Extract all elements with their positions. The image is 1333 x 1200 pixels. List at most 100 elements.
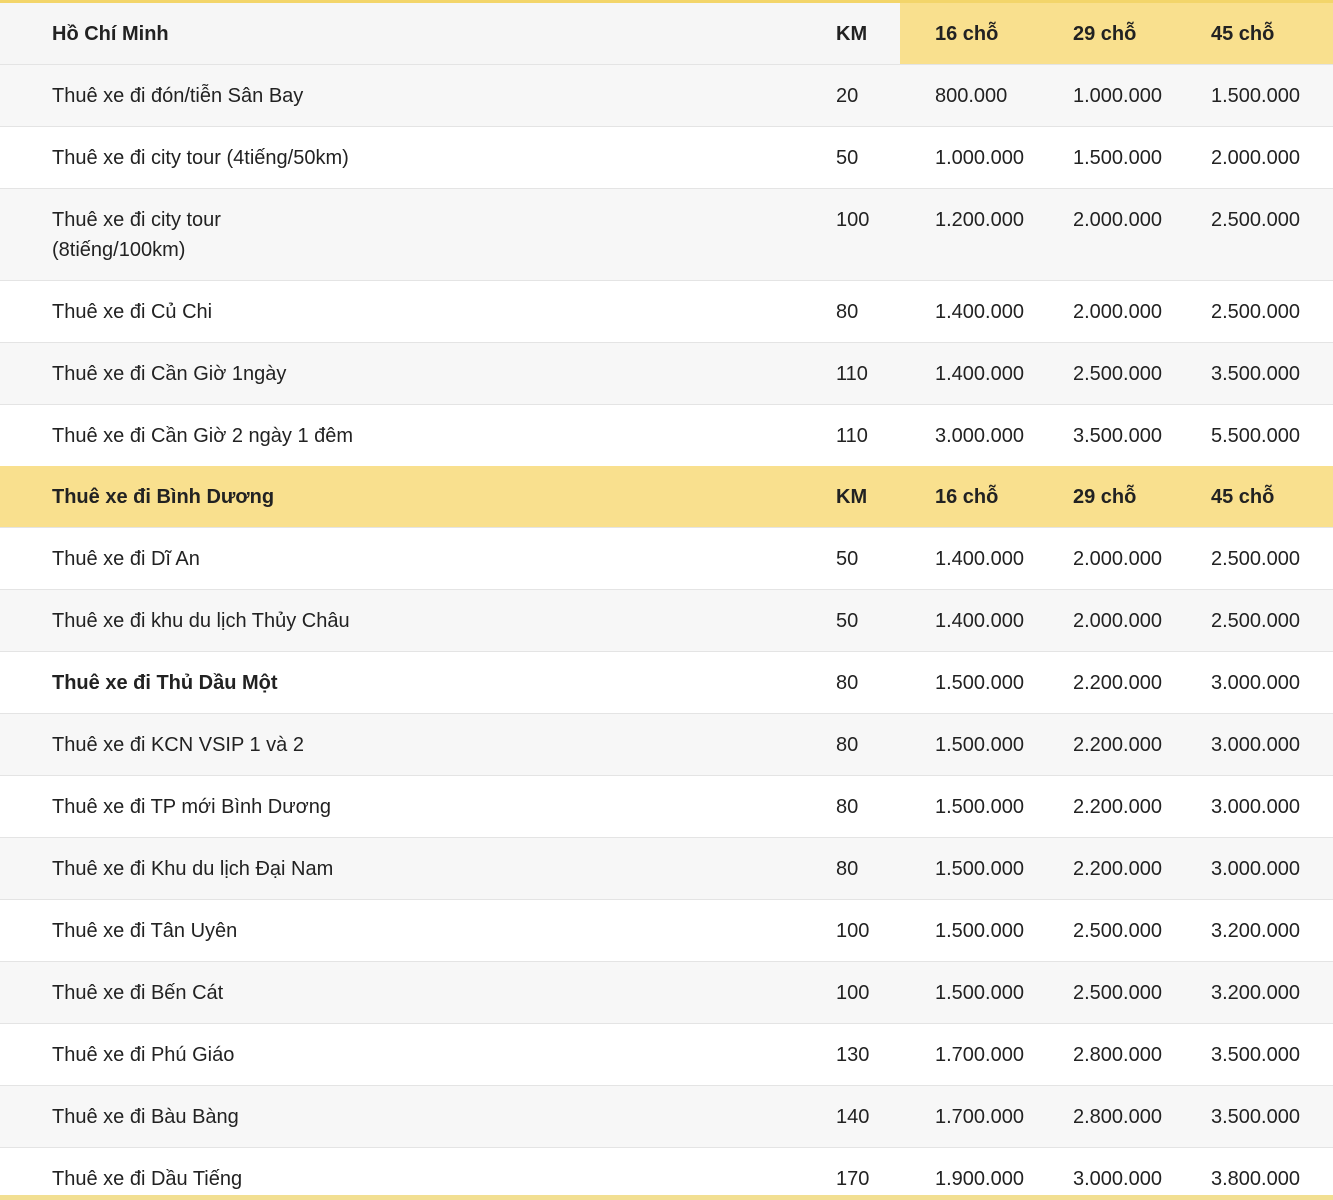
row-price-16: 1.400.000 <box>900 280 1038 343</box>
row-km: 50 <box>810 527 900 590</box>
row-price-45: 3.200.000 <box>1176 899 1333 962</box>
row-km: 80 <box>810 280 900 343</box>
table-header-hcm: Hồ Chí Minh KM 16 chỗ 29 chỗ 45 chỗ <box>0 3 1333 65</box>
row-price-29: 2.500.000 <box>1038 342 1176 405</box>
row-price-29: 2.200.000 <box>1038 651 1176 714</box>
row-name-line-1: Thuê xe đi city tour <box>52 209 221 231</box>
row-price-29: 2.500.000 <box>1038 961 1176 1024</box>
table-header-binh-duong: Thuê xe đi Bình Dương KM 16 chỗ 29 chỗ 4… <box>0 466 1333 528</box>
header-45-seats: 45 chỗ <box>1176 466 1333 528</box>
row-price-45: 3.000.000 <box>1176 713 1333 776</box>
row-name: Thuê xe đi Phú Giáo <box>0 1023 810 1086</box>
header-km: KM <box>810 466 900 528</box>
row-price-45: 3.000.000 <box>1176 837 1333 900</box>
row-price-29: 1.500.000 <box>1038 126 1176 189</box>
table-row: Thuê xe đi KCN VSIP 1 và 2 80 1.500.000 … <box>0 713 1333 776</box>
row-km: 80 <box>810 837 900 900</box>
row-price-29: 3.000.000 <box>1038 1147 1176 1195</box>
row-price-29: 2.200.000 <box>1038 837 1176 900</box>
row-price-16: 3.000.000 <box>900 404 1038 466</box>
table-row: Thuê xe đi Dầu Tiếng 170 1.900.000 3.000… <box>0 1147 1333 1195</box>
header-45-seats: 45 chỗ <box>1176 3 1333 65</box>
row-price-45: 2.500.000 <box>1176 527 1333 590</box>
table-row: Thuê xe đi Cần Giờ 2 ngày 1 đêm 110 3.00… <box>0 404 1333 466</box>
row-price-16: 1.700.000 <box>900 1085 1038 1148</box>
row-km: 140 <box>810 1085 900 1148</box>
row-price-29: 2.800.000 <box>1038 1085 1176 1148</box>
row-price-45: 2.500.000 <box>1176 280 1333 343</box>
row-price-16: 1.500.000 <box>900 651 1038 714</box>
header-km: KM <box>810 3 900 65</box>
row-price-16: 1.700.000 <box>900 1023 1038 1086</box>
row-price-16: 1.500.000 <box>900 961 1038 1024</box>
row-price-16: 1.400.000 <box>900 342 1038 405</box>
row-price-16: 1.500.000 <box>900 899 1038 962</box>
table-row: Thuê xe đi Bàu Bàng 140 1.700.000 2.800.… <box>0 1085 1333 1148</box>
table-row: Thuê xe đi Phú Giáo 130 1.700.000 2.800.… <box>0 1023 1333 1086</box>
row-name: Thuê xe đi Bàu Bàng <box>0 1085 810 1148</box>
row-price-16: 1.000.000 <box>900 126 1038 189</box>
row-name: Thuê xe đi city tour (4tiếng/50km) <box>0 126 810 189</box>
row-name: Thuê xe đi đón/tiễn Sân Bay <box>0 64 810 127</box>
table-row: Thuê xe đi Cần Giờ 1ngày 110 1.400.000 2… <box>0 342 1333 405</box>
header-29-seats: 29 chỗ <box>1038 466 1176 528</box>
row-price-29: 2.200.000 <box>1038 775 1176 838</box>
table-row: Thuê xe đi city tour (4tiếng/50km) 50 1.… <box>0 126 1333 189</box>
table-row: Thuê xe đi Dĩ An 50 1.400.000 2.000.000 … <box>0 527 1333 590</box>
table-row: Thuê xe đi Củ Chi 80 1.400.000 2.000.000… <box>0 280 1333 343</box>
row-km: 100 <box>810 899 900 962</box>
row-km: 130 <box>810 1023 900 1086</box>
row-price-16: 1.500.000 <box>900 775 1038 838</box>
row-km: 110 <box>810 342 900 405</box>
row-km: 80 <box>810 775 900 838</box>
table-row: Thuê xe đi khu du lịch Thủy Châu 50 1.40… <box>0 589 1333 652</box>
row-price-29: 2.000.000 <box>1038 188 1176 281</box>
row-price-29: 2.200.000 <box>1038 713 1176 776</box>
row-name: Thuê xe đi city tour (8tiếng/100km) <box>0 188 810 281</box>
row-km: 100 <box>810 961 900 1024</box>
row-name: Thuê xe đi Bến Cát <box>0 961 810 1024</box>
row-price-45: 3.500.000 <box>1176 342 1333 405</box>
header-name: Thuê xe đi Bình Dương <box>0 466 810 528</box>
row-km: 80 <box>810 713 900 776</box>
row-price-29: 3.500.000 <box>1038 404 1176 466</box>
table-row: Thuê xe đi Tân Uyên 100 1.500.000 2.500.… <box>0 899 1333 962</box>
header-29-seats: 29 chỗ <box>1038 3 1176 65</box>
row-price-16: 1.200.000 <box>900 188 1038 281</box>
row-name: Thuê xe đi khu du lịch Thủy Châu <box>0 589 810 652</box>
row-price-45: 5.500.000 <box>1176 404 1333 466</box>
row-price-45: 3.000.000 <box>1176 775 1333 838</box>
row-km: 50 <box>810 589 900 652</box>
row-price-29: 2.000.000 <box>1038 527 1176 590</box>
row-name: Thuê xe đi Tân Uyên <box>0 899 810 962</box>
row-price-45: 3.000.000 <box>1176 651 1333 714</box>
row-price-29: 2.000.000 <box>1038 280 1176 343</box>
row-km: 100 <box>810 188 900 281</box>
row-price-45: 2.000.000 <box>1176 126 1333 189</box>
row-km: 50 <box>810 126 900 189</box>
row-name: Thuê xe đi TP mới Bình Dương <box>0 775 810 838</box>
table-row: Thuê xe đi đón/tiễn Sân Bay 20 800.000 1… <box>0 64 1333 127</box>
row-name: Thuê xe đi Cần Giờ 1ngày <box>0 342 810 405</box>
row-name: Thuê xe đi Củ Chi <box>0 280 810 343</box>
row-name: Thuê xe đi Cần Giờ 2 ngày 1 đêm <box>0 404 810 466</box>
row-km: 110 <box>810 404 900 466</box>
row-price-29: 1.000.000 <box>1038 64 1176 127</box>
row-price-45: 2.500.000 <box>1176 589 1333 652</box>
table-row: Thuê xe đi Bến Cát 100 1.500.000 2.500.0… <box>0 961 1333 1024</box>
row-price-16: 1.900.000 <box>900 1147 1038 1195</box>
row-price-16: 1.400.000 <box>900 589 1038 652</box>
row-price-45: 3.800.000 <box>1176 1147 1333 1195</box>
price-table: Hồ Chí Minh KM 16 chỗ 29 chỗ 45 chỗ Thuê… <box>0 3 1333 1195</box>
header-16-seats: 16 chỗ <box>900 466 1038 528</box>
table-row: Thuê xe đi city tour (8tiếng/100km) 100 1… <box>0 188 1333 281</box>
row-price-45: 3.500.000 <box>1176 1023 1333 1086</box>
row-price-45: 3.200.000 <box>1176 961 1333 1024</box>
row-name: Thuê xe đi KCN VSIP 1 và 2 <box>0 713 810 776</box>
table-row: Thuê xe đi Thủ Dầu Một 80 1.500.000 2.20… <box>0 651 1333 714</box>
row-price-29: 2.000.000 <box>1038 589 1176 652</box>
row-price-29: 2.800.000 <box>1038 1023 1176 1086</box>
header-name: Hồ Chí Minh <box>0 3 810 65</box>
row-price-45: 1.500.000 <box>1176 64 1333 127</box>
